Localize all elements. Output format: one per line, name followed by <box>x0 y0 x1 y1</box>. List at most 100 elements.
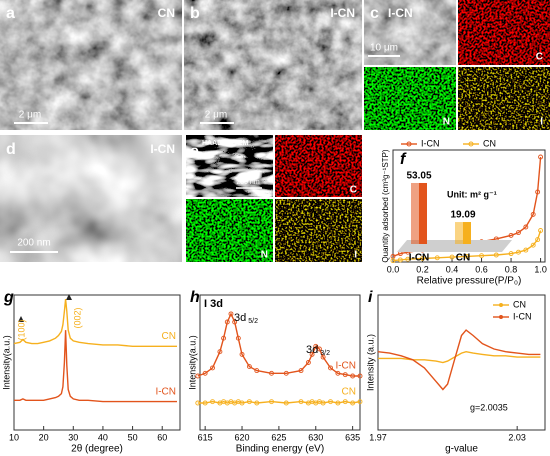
panel-a: a CN 2 μm <box>0 0 182 130</box>
data-point <box>320 400 326 406</box>
data-point <box>228 311 234 317</box>
series-line <box>14 330 177 403</box>
panel-d: d I-CN 200 nm <box>0 135 182 262</box>
annotation-sub: 5/2 <box>248 318 258 325</box>
legend-marker <box>499 303 503 307</box>
data-point <box>195 400 201 406</box>
x-tick-label: 1.0 <box>534 264 547 274</box>
data-point <box>224 319 230 325</box>
plot-frame <box>199 294 361 431</box>
value-label: 19.09 <box>450 210 475 221</box>
data-point <box>246 364 252 369</box>
panel-c: c I-CN 10 μm C N I <box>364 0 550 130</box>
data-point <box>239 400 245 406</box>
data-point <box>320 354 326 360</box>
y-axis-label: Intensity (a.u.) <box>365 334 375 391</box>
data-point <box>449 254 455 260</box>
x-tick-label: 625 <box>271 432 286 442</box>
annotation: g=2.0035 <box>470 402 508 412</box>
data-point <box>508 232 514 238</box>
data-point <box>254 368 260 374</box>
data-point <box>508 251 514 257</box>
panel-e: e HAADF-STEM 200 nm C N I <box>186 135 362 262</box>
x-tick-label: 0.0 <box>387 264 400 274</box>
legend-label: CN <box>513 299 526 309</box>
x-tick-label: 620 <box>235 432 250 442</box>
data-point <box>235 335 241 341</box>
data-point <box>269 370 274 376</box>
image-label: I-CN <box>150 142 175 156</box>
data-point <box>523 247 529 253</box>
scale-text: 200 nm <box>236 179 260 186</box>
data-point <box>313 343 319 349</box>
data-point <box>357 373 363 379</box>
x-tick-label: 0.2 <box>416 264 429 274</box>
map-i <box>458 67 550 130</box>
value-label: 53.05 <box>406 171 431 182</box>
data-point <box>210 365 215 371</box>
y-axis-label: Quantity adsorbed (cm³g⁻¹STP) <box>381 149 390 262</box>
data-point <box>335 370 341 376</box>
series-line <box>197 312 360 377</box>
x-tick-label: 50 <box>128 432 138 442</box>
data-point <box>202 370 208 376</box>
data-point <box>538 228 544 233</box>
y-axis-label: Intensity(a.u.) <box>1 335 11 390</box>
bar-side <box>419 182 427 244</box>
haadf-image <box>186 135 273 197</box>
data-point <box>538 154 544 160</box>
map-c <box>275 135 362 197</box>
panel-title: I 3d <box>204 298 223 310</box>
data-point <box>342 399 348 405</box>
data-point <box>195 373 201 379</box>
legend-marker <box>406 141 412 147</box>
scale-text: 200 nm <box>17 238 50 249</box>
panel-b: b I-CN 2 μm <box>184 0 362 130</box>
data-point <box>239 351 245 357</box>
data-point <box>298 368 304 374</box>
data-point <box>405 256 411 262</box>
map-label: C <box>536 52 543 63</box>
panel-letter: a <box>6 5 15 22</box>
legend-marker <box>468 141 474 147</box>
image-label: I-CN <box>330 6 355 20</box>
sem-image <box>0 0 182 130</box>
peak-marker <box>66 294 72 300</box>
x-tick-label: 615 <box>198 432 213 442</box>
panel-letter: f <box>400 151 407 168</box>
data-point <box>246 399 252 405</box>
data-point <box>493 252 499 258</box>
data-point <box>342 372 348 378</box>
legend-label: CN <box>483 138 496 148</box>
data-point <box>283 370 289 376</box>
map-i <box>275 199 362 262</box>
data-point <box>221 335 227 341</box>
x-axis-label: Relative pressure(P/P₀) <box>417 276 522 287</box>
x-tick-label: 630 <box>308 432 323 442</box>
data-point <box>217 349 223 355</box>
sem-image <box>364 0 456 65</box>
data-point <box>397 257 403 263</box>
data-point <box>530 242 536 248</box>
data-point <box>232 319 238 325</box>
x-tick-label: 60 <box>157 432 167 442</box>
annotation-text: 3d <box>306 344 318 356</box>
data-point <box>350 400 356 406</box>
x-tick-label: 0.4 <box>446 264 459 274</box>
category-label: I-CN <box>409 253 430 264</box>
scale-text: 2 μm <box>205 110 227 121</box>
series-label: I-CN <box>155 386 176 397</box>
y-axis-label: Intensity(a.u.) <box>187 335 197 390</box>
series-label: CN <box>162 331 176 342</box>
x-tick-label: 30 <box>68 432 78 442</box>
series-line <box>197 400 361 404</box>
series-line <box>13 299 177 347</box>
panel-letter: e <box>190 143 199 160</box>
x-tick-label: 20 <box>39 432 49 442</box>
map-label: N <box>261 250 268 261</box>
panel-letter: b <box>190 5 200 22</box>
x-tick-label: 1.97 <box>369 432 387 442</box>
image-label: HAADF-STEM <box>202 140 248 147</box>
data-point <box>309 351 315 357</box>
image-label: CN <box>158 6 175 20</box>
